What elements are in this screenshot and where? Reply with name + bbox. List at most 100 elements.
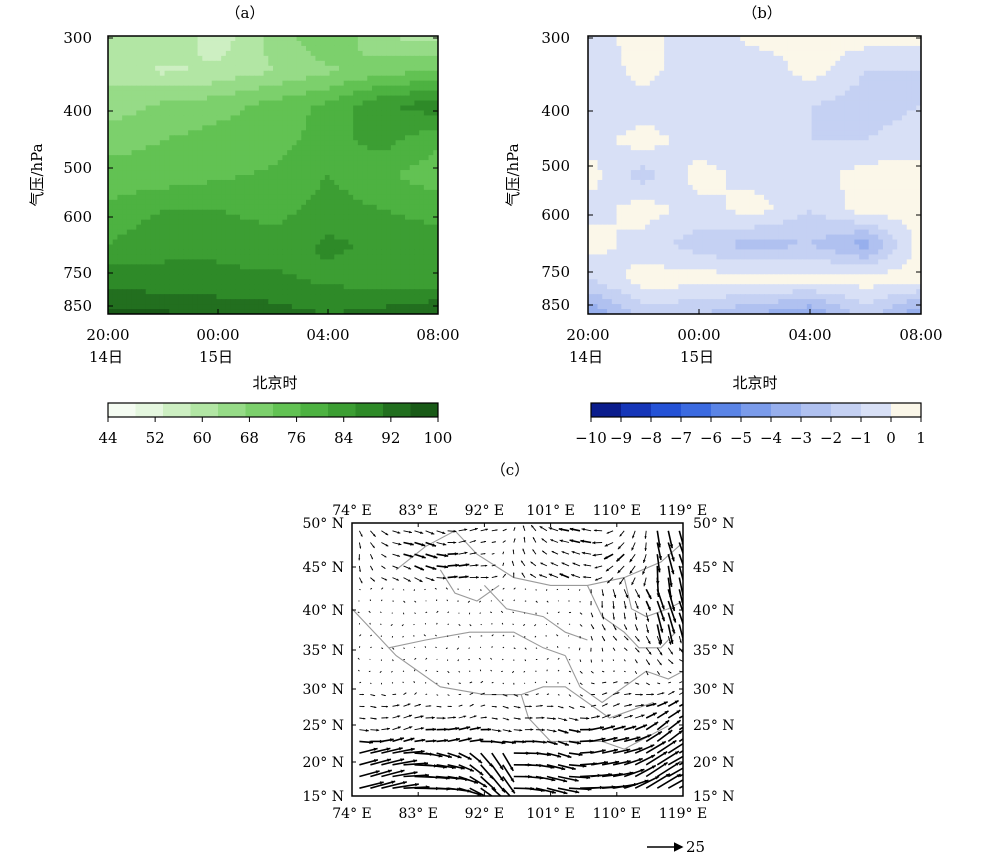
heatmap-cell — [207, 239, 213, 246]
heatmap-cell — [249, 204, 255, 211]
heatmap-cell — [159, 115, 166, 121]
heatmap-cell — [367, 299, 373, 305]
heatmap-cell — [164, 85, 170, 92]
heatmap-cell — [395, 264, 401, 270]
heatmap-cell — [716, 45, 722, 52]
heatmap-cell — [155, 249, 161, 256]
heatmap-cell — [887, 70, 894, 77]
heatmap-cell — [254, 75, 260, 82]
heatmap-cell — [188, 239, 194, 246]
heatmap-cell — [240, 75, 246, 82]
heatmap-cell — [621, 85, 627, 92]
heatmap-cell — [188, 145, 194, 151]
heatmap-cell — [362, 165, 368, 171]
heatmap-cell — [721, 65, 727, 72]
heatmap-cell — [225, 70, 232, 77]
heatmap-cell — [306, 65, 312, 72]
heatmap-cell — [141, 269, 147, 275]
heatmap-cell — [235, 194, 241, 201]
heatmap-cell — [597, 36, 603, 42]
heatmap-cell — [306, 55, 312, 62]
heatmap-cell — [597, 65, 603, 72]
heatmap-cell — [263, 125, 269, 131]
heatmap-cell — [348, 244, 354, 251]
heatmap-cell — [291, 45, 298, 52]
heatmap-cell — [343, 170, 350, 176]
heatmap-cell — [310, 244, 317, 251]
heatmap-cell — [301, 214, 307, 221]
heatmap-cell — [315, 249, 321, 256]
heatmap-cell — [906, 80, 913, 87]
heatmap-cell — [136, 214, 142, 221]
heatmap-cell — [740, 65, 746, 72]
heatmap-cell — [367, 170, 373, 176]
colorbar-swatch — [245, 403, 274, 417]
heatmap-cell — [740, 100, 746, 107]
heatmap-cell — [362, 204, 368, 211]
heatmap-cell — [414, 55, 420, 62]
heatmap-cell — [155, 45, 161, 52]
heatmap-cell — [122, 229, 128, 236]
heatmap-cell — [174, 199, 180, 206]
heatmap-cell — [136, 40, 142, 47]
heatmap-cell — [854, 75, 860, 82]
heatmap-cell — [816, 65, 822, 72]
heatmap-cell — [117, 120, 123, 126]
heatmap-cell — [207, 160, 213, 166]
heatmap-cell — [131, 145, 137, 151]
heatmap-cell — [754, 50, 760, 57]
heatmap-cell — [395, 179, 401, 186]
heatmap-cell — [258, 150, 265, 156]
heatmap-cell — [630, 50, 637, 57]
heatmap-cell — [792, 95, 798, 102]
heatmap-cell — [405, 219, 411, 226]
heatmap-cell — [324, 45, 331, 52]
heatmap-cell — [197, 284, 203, 290]
heatmap-cell — [131, 115, 137, 121]
heatmap-cell — [381, 244, 387, 251]
heatmap-cell — [164, 269, 170, 275]
heatmap-cell — [254, 65, 260, 72]
heatmap-cell — [390, 224, 397, 231]
heatmap-cell — [376, 130, 383, 136]
heatmap-cell — [343, 224, 350, 231]
heatmap-cell — [207, 115, 213, 121]
heatmap-cell — [816, 90, 822, 97]
heatmap-cell — [150, 155, 156, 161]
heatmap-cell — [414, 184, 420, 191]
heatmap-cell — [423, 145, 430, 151]
heatmap-cell — [597, 60, 603, 67]
heatmap-cell — [778, 50, 784, 57]
heatmap-cell — [159, 90, 166, 97]
heatmap-cell — [362, 55, 368, 62]
heatmap-cell — [414, 145, 420, 151]
heatmap-cell — [192, 284, 199, 290]
heatmap-cell — [155, 194, 161, 201]
heatmap-cell — [221, 299, 227, 305]
heatmap-cell — [320, 110, 326, 117]
heatmap-cell — [150, 234, 156, 241]
heatmap-cell — [268, 36, 274, 42]
heatmap-cell — [428, 140, 434, 146]
heatmap-cell — [145, 254, 152, 260]
heatmap-cell — [268, 50, 274, 57]
heatmap-cell — [764, 45, 770, 52]
heatmap-cell — [602, 55, 608, 62]
heatmap-cell — [141, 284, 147, 290]
heatmap-cell — [183, 219, 189, 226]
heatmap-cell — [296, 224, 302, 231]
heatmap-cell — [136, 219, 142, 226]
heatmap-cell — [409, 229, 416, 236]
heatmap-cell — [301, 60, 307, 67]
heatmap-cell — [324, 70, 331, 77]
heatmap-cell — [802, 40, 808, 47]
heatmap-cell — [423, 194, 430, 201]
heatmap-cell — [390, 130, 397, 136]
heatmap-cell — [367, 304, 373, 310]
heatmap-cell — [324, 165, 331, 171]
heatmap-cell — [159, 254, 166, 260]
heatmap-cell — [301, 80, 307, 87]
heatmap-cell — [381, 75, 387, 82]
heatmap-cell — [108, 36, 114, 42]
heatmap-cell — [164, 135, 170, 141]
